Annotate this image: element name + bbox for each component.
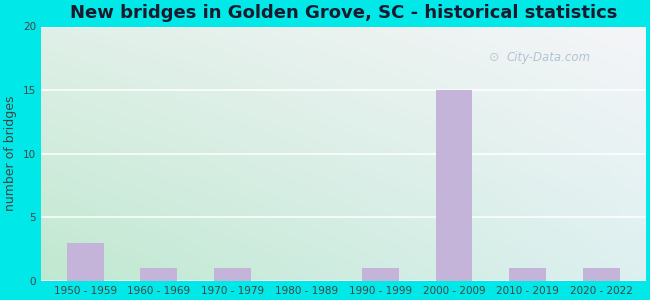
Y-axis label: number of bridges: number of bridges — [4, 96, 17, 212]
Bar — [214, 268, 251, 281]
Text: City-Data.com: City-Data.com — [507, 50, 591, 64]
Bar — [510, 268, 546, 281]
Bar — [583, 268, 620, 281]
Bar — [436, 90, 473, 281]
Bar — [362, 268, 398, 281]
Title: New bridges in Golden Grove, SC - historical statistics: New bridges in Golden Grove, SC - histor… — [70, 4, 617, 22]
Bar — [67, 243, 103, 281]
Bar — [140, 268, 177, 281]
Text: ⊙: ⊙ — [489, 50, 499, 64]
